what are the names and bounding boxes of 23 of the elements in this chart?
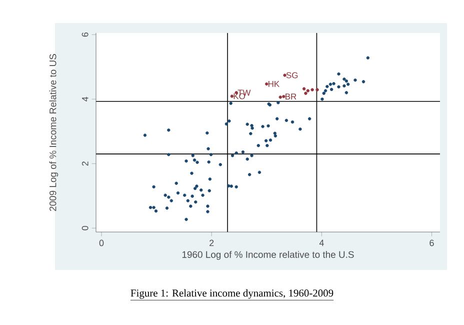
x-tick-label: 4 (319, 240, 324, 246)
y-tick-label: 2 (82, 162, 88, 166)
annotation: BR (286, 94, 296, 100)
caption: Figure 1: Relative income dynamics, 1960-2009 (130, 289, 334, 299)
x-tick-label: 0 (99, 240, 104, 246)
point (316, 88, 319, 92)
y-axis-title: 2009 Log of % Income Relative to US (49, 54, 58, 211)
point (283, 74, 286, 77)
x-tick-label: 2 (210, 240, 214, 246)
point (265, 82, 268, 86)
x-axis-title: 1960 Log of % Income relative to the U.S (182, 250, 354, 260)
annotation: HK (268, 81, 280, 87)
point (306, 89, 310, 92)
point (278, 96, 282, 99)
annotation: SG (286, 72, 298, 78)
y-tick-label: 0 (82, 226, 88, 230)
y-tick-label: 4 (82, 96, 88, 102)
point (310, 88, 314, 92)
point (304, 92, 308, 95)
x-tick-label: 6 (430, 240, 434, 246)
y-tick-label: 6 (82, 32, 88, 37)
point (302, 87, 306, 90)
point (282, 94, 286, 98)
